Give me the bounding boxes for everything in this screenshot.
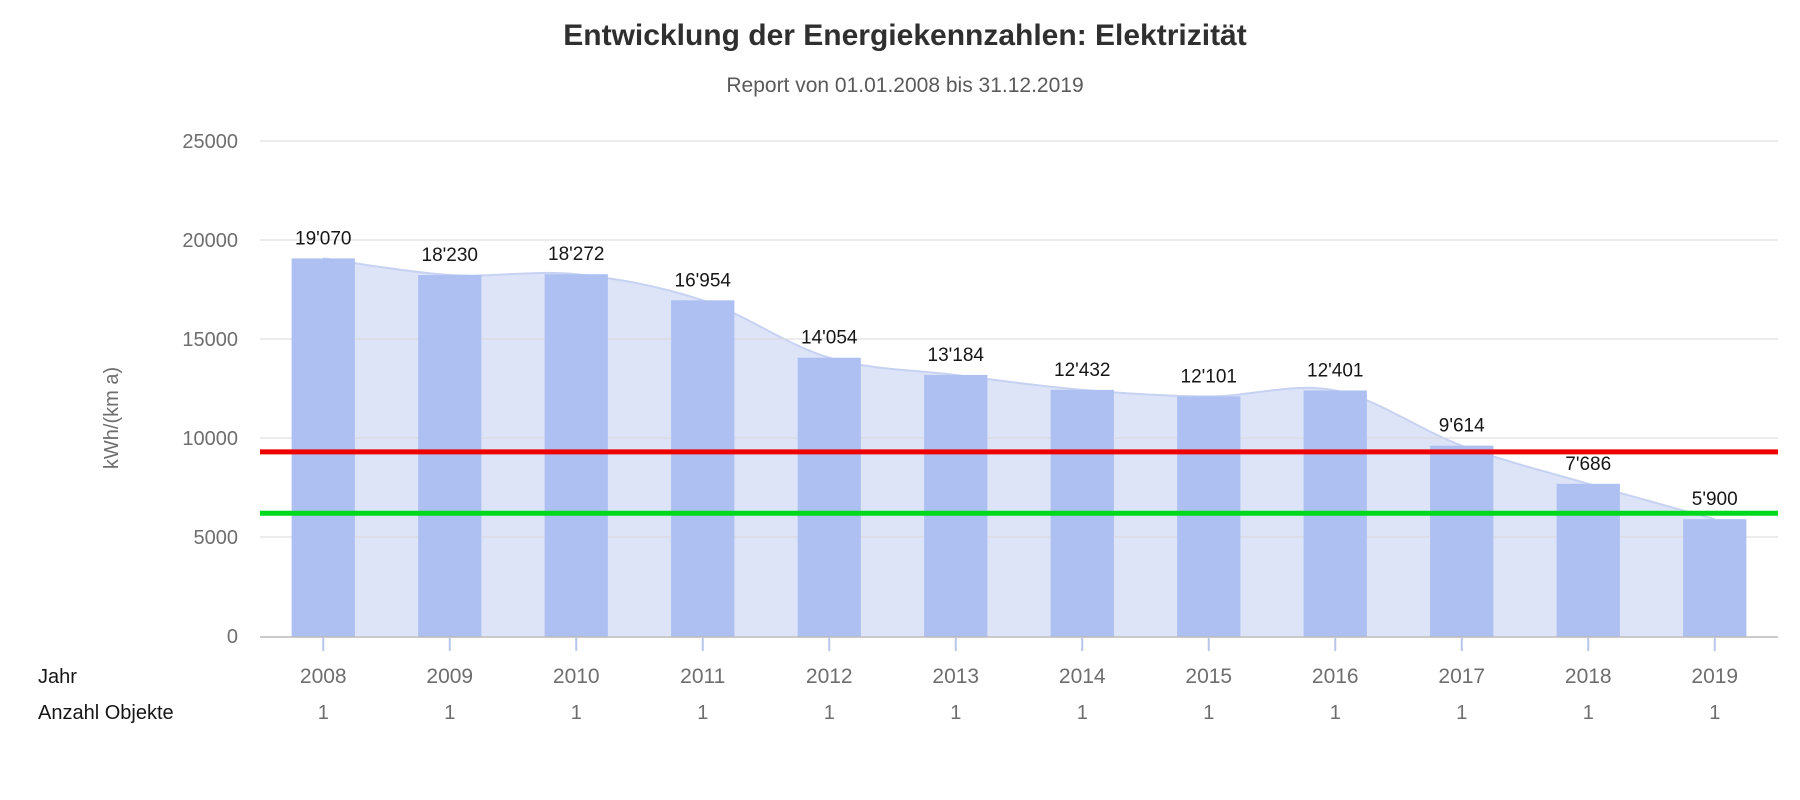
y-tick-label-15000: 15000 <box>182 329 238 351</box>
area-series <box>323 258 1715 636</box>
anzahl-value-2013: 1 <box>950 702 961 724</box>
x-label-2012: 2012 <box>806 665 853 688</box>
bar-2009[interactable] <box>418 275 482 637</box>
bar-2010[interactable] <box>544 274 608 637</box>
anzahl-value-2012: 1 <box>824 702 835 724</box>
y-tick-label-20000: 20000 <box>182 230 238 252</box>
value-label-2009: 18'230 <box>422 245 478 266</box>
y-tick-label-25000: 25000 <box>182 131 238 153</box>
value-label-2013: 13'184 <box>928 345 985 366</box>
y-tick-label-10000: 10000 <box>182 428 238 450</box>
value-label-2010: 18'272 <box>548 244 604 265</box>
anzahl-value-2009: 1 <box>444 702 455 724</box>
x-label-2016: 2016 <box>1312 665 1359 688</box>
y-tick-label-5000: 5000 <box>194 527 239 549</box>
x-label-2011: 2011 <box>680 665 725 688</box>
x-row-jahr-label: Jahr <box>38 666 77 688</box>
value-label-2008: 19'070 <box>295 228 351 249</box>
value-label-2015: 12'101 <box>1181 366 1237 387</box>
value-label-2019: 5'900 <box>1692 489 1738 510</box>
anzahl-value-2019: 1 <box>1709 702 1720 724</box>
bar-2012[interactable] <box>797 357 861 637</box>
y-axis-title: kWh/(km a) <box>101 367 123 469</box>
anzahl-value-2017: 1 <box>1456 702 1467 724</box>
anzahl-value-2014: 1 <box>1077 702 1088 724</box>
chart-subtitle: Report von 01.01.2008 bis 31.12.2019 <box>726 74 1083 97</box>
bar-2011[interactable] <box>671 300 735 637</box>
bar-2008[interactable] <box>291 258 355 637</box>
x-label-2009: 2009 <box>426 665 473 688</box>
anzahl-value-2008: 1 <box>318 702 329 724</box>
bar-2017[interactable] <box>1430 445 1494 637</box>
anzahl-value-2015: 1 <box>1203 702 1214 724</box>
plot-area: 0 5000 10000 15000 20000 25000 19'070 18'230 18'… <box>182 131 1778 724</box>
value-label-2017: 9'614 <box>1439 416 1485 437</box>
x-label-2010: 2010 <box>553 665 600 688</box>
x-label-2013: 2013 <box>932 665 979 688</box>
value-label-2016: 12'401 <box>1307 360 1363 381</box>
value-label-2018: 7'686 <box>1565 454 1611 475</box>
anzahl-value-2016: 1 <box>1330 702 1341 724</box>
value-label-2011: 16'954 <box>675 270 732 291</box>
value-label-2012: 14'054 <box>801 328 858 349</box>
x-label-2008: 2008 <box>300 665 347 688</box>
bar-2018[interactable] <box>1556 483 1620 637</box>
bar-2013[interactable] <box>924 374 988 637</box>
chart-title: Entwicklung der Energiekennzahlen: Elekt… <box>563 19 1246 52</box>
x-row-anzahl-label: Anzahl Objekte <box>38 702 174 724</box>
anzahl-value-2018: 1 <box>1583 702 1594 724</box>
x-label-2018: 2018 <box>1565 665 1612 688</box>
anzahl-value-2011: 1 <box>697 702 708 724</box>
x-label-2015: 2015 <box>1185 665 1232 688</box>
x-label-2019: 2019 <box>1691 665 1738 688</box>
anzahl-value-2010: 1 <box>571 702 582 724</box>
x-label-2017: 2017 <box>1438 665 1485 688</box>
y-tick-label-0: 0 <box>227 626 238 648</box>
value-label-2014: 12'432 <box>1054 360 1110 381</box>
bar-2019[interactable] <box>1683 519 1747 637</box>
bar-2015[interactable] <box>1177 396 1241 637</box>
x-label-2014: 2014 <box>1059 665 1106 688</box>
